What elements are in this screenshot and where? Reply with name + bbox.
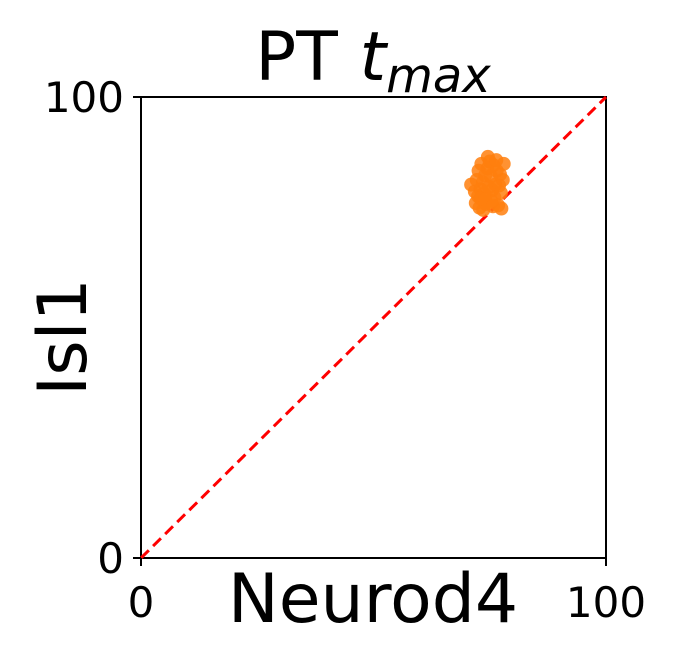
scatter-point bbox=[486, 199, 501, 214]
y-tick-label-100: 100 bbox=[44, 73, 124, 122]
title-math-base: t bbox=[359, 18, 388, 97]
x-tick-label-100: 100 bbox=[566, 578, 646, 627]
scatter-point bbox=[483, 169, 498, 184]
scatter-point bbox=[493, 185, 508, 200]
scatter-point bbox=[495, 172, 510, 187]
y-axis-label: Isl1 bbox=[24, 278, 103, 396]
diagonal-reference-line bbox=[139, 95, 608, 560]
x-tick-label-0: 0 bbox=[128, 578, 155, 627]
scatter-point bbox=[464, 177, 479, 192]
y-tick-label-0: 0 bbox=[97, 534, 124, 583]
title-plain: PT bbox=[255, 18, 359, 97]
x-axis-label: Neurod4 bbox=[228, 560, 518, 639]
title-math-subscript: max bbox=[386, 48, 491, 104]
scatter-points bbox=[464, 149, 511, 217]
scatter-point bbox=[489, 153, 504, 168]
chart-title: PT tmax bbox=[255, 18, 491, 104]
